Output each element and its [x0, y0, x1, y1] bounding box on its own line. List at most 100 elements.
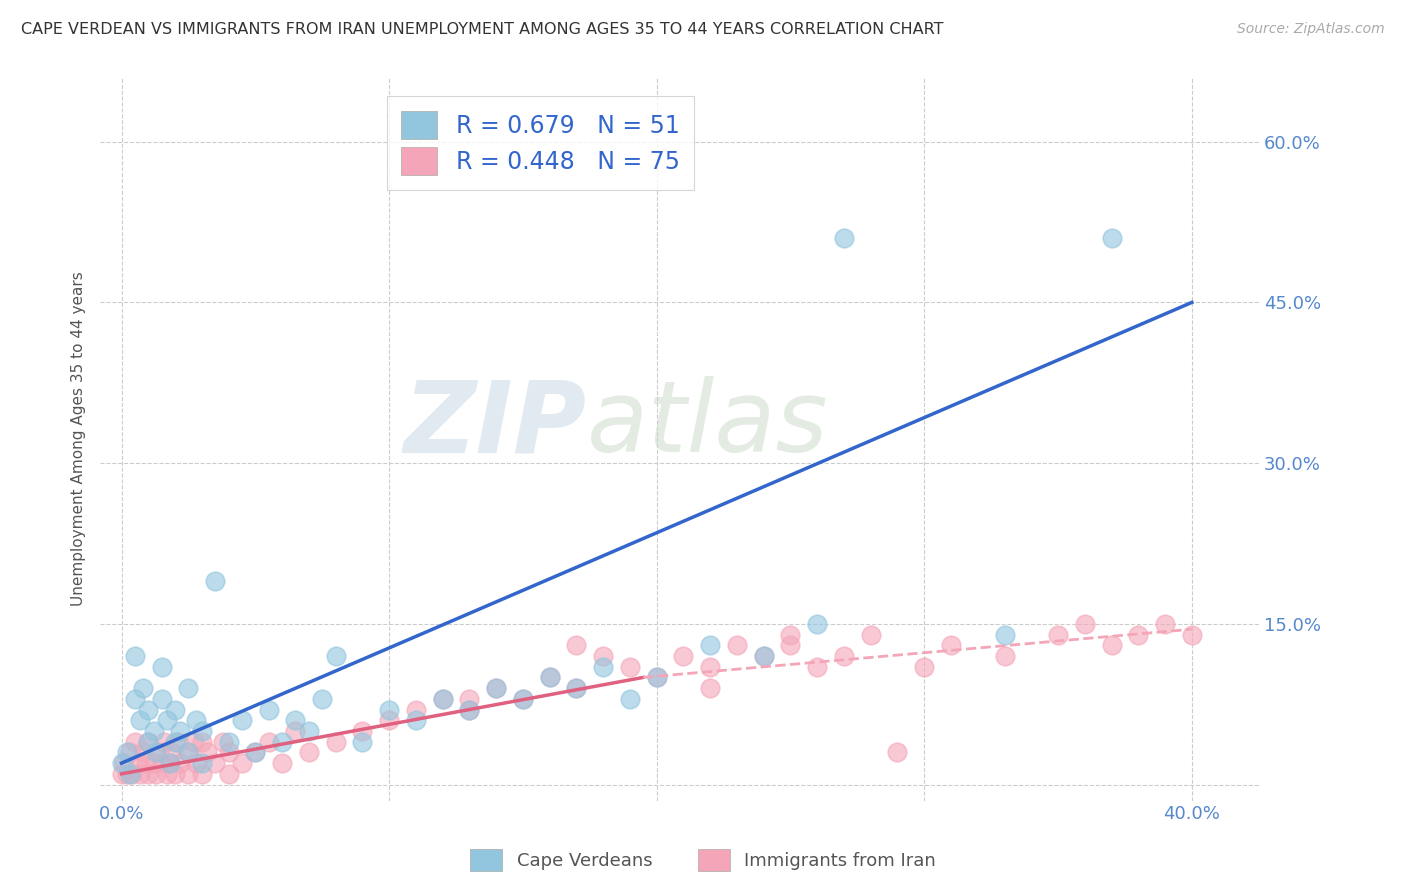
- Point: [177, 746, 200, 760]
- Point: [1154, 616, 1177, 631]
- Point: [132, 681, 155, 695]
- Point: [284, 713, 307, 727]
- Point: [218, 746, 240, 760]
- Point: [311, 691, 333, 706]
- Point: [136, 734, 159, 748]
- Point: [565, 681, 588, 695]
- Point: [186, 713, 208, 727]
- Point: [565, 681, 588, 695]
- Point: [1101, 638, 1123, 652]
- Point: [142, 756, 165, 771]
- Point: [699, 681, 721, 695]
- Point: [145, 746, 167, 760]
- Point: [183, 734, 205, 748]
- Point: [165, 767, 187, 781]
- Point: [752, 648, 775, 663]
- Point: [165, 702, 187, 716]
- Point: [191, 756, 214, 771]
- Point: [177, 746, 200, 760]
- Point: [325, 648, 347, 663]
- Point: [352, 723, 374, 738]
- Point: [177, 767, 200, 781]
- Point: [378, 713, 401, 727]
- Point: [1128, 627, 1150, 641]
- Point: [245, 746, 267, 760]
- Point: [129, 713, 152, 727]
- Point: [271, 734, 294, 748]
- Point: [118, 767, 141, 781]
- Point: [432, 691, 454, 706]
- Point: [699, 638, 721, 652]
- Point: [993, 648, 1015, 663]
- Point: [725, 638, 748, 652]
- Point: [1047, 627, 1070, 641]
- Point: [132, 746, 155, 760]
- Point: [886, 746, 908, 760]
- Point: [752, 648, 775, 663]
- Point: [204, 756, 226, 771]
- Point: [124, 691, 146, 706]
- Point: [148, 746, 170, 760]
- Point: [806, 659, 828, 673]
- Point: [538, 670, 561, 684]
- Point: [159, 756, 181, 771]
- Text: atlas: atlas: [586, 376, 828, 473]
- Point: [405, 713, 427, 727]
- Point: [165, 734, 187, 748]
- Point: [150, 691, 173, 706]
- Point: [645, 670, 668, 684]
- Point: [993, 627, 1015, 641]
- Point: [135, 756, 157, 771]
- Point: [177, 681, 200, 695]
- Point: [592, 659, 614, 673]
- Point: [257, 734, 280, 748]
- Point: [218, 767, 240, 781]
- Text: CAPE VERDEAN VS IMMIGRANTS FROM IRAN UNEMPLOYMENT AMONG AGES 35 TO 44 YEARS CORR: CAPE VERDEAN VS IMMIGRANTS FROM IRAN UNE…: [21, 22, 943, 37]
- Point: [110, 767, 132, 781]
- Point: [191, 734, 214, 748]
- Point: [136, 734, 159, 748]
- Point: [458, 702, 481, 716]
- Point: [124, 648, 146, 663]
- Point: [378, 702, 401, 716]
- Text: ZIP: ZIP: [404, 376, 586, 473]
- Point: [832, 648, 855, 663]
- Point: [121, 767, 143, 781]
- Point: [298, 746, 321, 760]
- Legend: R = 0.679   N = 51, R = 0.448   N = 75: R = 0.679 N = 51, R = 0.448 N = 75: [387, 96, 693, 189]
- Point: [405, 702, 427, 716]
- Point: [298, 723, 321, 738]
- Point: [169, 723, 191, 738]
- Y-axis label: Unemployment Among Ages 35 to 44 years: Unemployment Among Ages 35 to 44 years: [72, 272, 86, 607]
- Point: [565, 638, 588, 652]
- Point: [218, 734, 240, 748]
- Point: [136, 702, 159, 716]
- Point: [1074, 616, 1097, 631]
- Point: [191, 767, 214, 781]
- Point: [153, 734, 176, 748]
- Point: [162, 746, 184, 760]
- Point: [485, 681, 508, 695]
- Point: [619, 691, 641, 706]
- Point: [939, 638, 962, 652]
- Point: [159, 756, 181, 771]
- Point: [145, 767, 167, 781]
- Point: [186, 756, 208, 771]
- Point: [129, 767, 152, 781]
- Point: [166, 734, 188, 748]
- Point: [538, 670, 561, 684]
- Point: [118, 746, 141, 760]
- Point: [806, 616, 828, 631]
- Point: [115, 767, 138, 781]
- Point: [115, 746, 138, 760]
- Point: [779, 627, 801, 641]
- Point: [458, 691, 481, 706]
- Point: [458, 702, 481, 716]
- Point: [110, 756, 132, 771]
- Point: [912, 659, 935, 673]
- Point: [352, 734, 374, 748]
- Point: [257, 702, 280, 716]
- Point: [672, 648, 695, 663]
- Point: [325, 734, 347, 748]
- Point: [195, 746, 218, 760]
